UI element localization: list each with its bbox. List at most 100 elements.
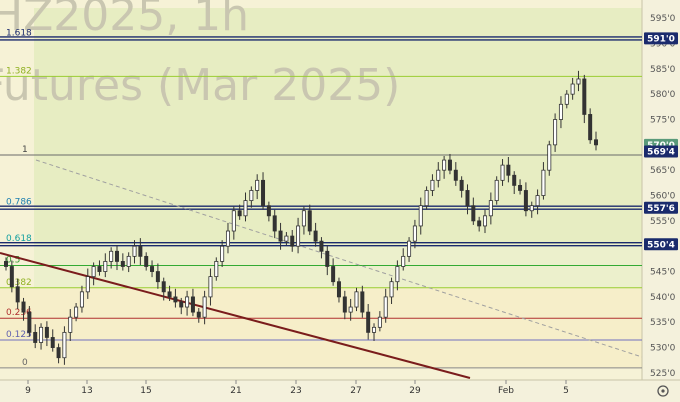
candle	[331, 258, 336, 286]
x-tick-label: Feb	[498, 386, 514, 396]
candle	[21, 297, 26, 321]
candle-body	[483, 215, 488, 227]
candle-body	[348, 306, 353, 313]
candle-body	[4, 261, 9, 267]
candle-body	[360, 291, 365, 313]
candle	[109, 247, 114, 269]
candle	[354, 287, 359, 312]
candle-body	[155, 271, 160, 283]
candle	[255, 174, 260, 200]
candle	[39, 323, 44, 350]
candle-body	[342, 296, 347, 313]
fib-level-label: 0	[22, 358, 28, 368]
candle	[558, 96, 563, 129]
price-tag-box	[644, 238, 678, 251]
candle	[372, 323, 377, 341]
fib-level-label: 1.382	[6, 66, 32, 76]
candle-body	[150, 266, 155, 272]
candle-body	[103, 261, 108, 272]
candle	[465, 184, 470, 215]
candle	[62, 326, 67, 365]
candle-body	[97, 266, 102, 272]
candle	[336, 277, 341, 303]
candle	[471, 197, 476, 225]
candle-body	[459, 179, 464, 191]
y-tick-label: 530'0	[650, 344, 676, 354]
candle-body	[313, 230, 318, 242]
x-tick-label: 9	[25, 386, 31, 396]
candle-body	[570, 83, 575, 95]
candle	[395, 260, 400, 291]
candle	[9, 260, 14, 293]
candle-body	[558, 103, 563, 120]
candle-body	[436, 169, 441, 181]
candle-body	[9, 266, 14, 288]
candle-body	[290, 235, 295, 247]
candle	[547, 140, 552, 176]
candle	[383, 288, 388, 323]
candle-body	[535, 195, 540, 207]
candle-body	[167, 291, 172, 298]
candle-body	[62, 331, 67, 359]
candle-body	[27, 311, 32, 333]
price-tag-box	[644, 145, 678, 158]
candle-body	[564, 93, 569, 105]
candle-body	[33, 331, 38, 343]
candle	[132, 240, 137, 264]
fib-zone-lower	[0, 287, 642, 368]
candle-body	[261, 179, 266, 207]
candle	[15, 278, 20, 310]
candle	[144, 252, 149, 271]
descending-trendline	[0, 252, 471, 379]
candle-body	[225, 230, 230, 247]
candle	[290, 230, 295, 252]
candle-body	[190, 296, 195, 313]
candle	[190, 288, 195, 317]
candle	[202, 290, 207, 325]
candle	[477, 216, 482, 232]
price-tag-box	[644, 32, 678, 45]
candle	[418, 197, 423, 235]
candle	[529, 201, 534, 218]
candle-body	[243, 200, 248, 217]
candle-body	[553, 119, 558, 146]
candle	[430, 174, 435, 197]
x-tick-label: 13	[81, 386, 92, 396]
candle-body	[56, 347, 61, 359]
candle	[483, 209, 488, 234]
candle	[214, 257, 219, 281]
price-tag-text: 591'0	[647, 35, 675, 45]
candle	[342, 290, 347, 320]
fib-level-label: 0.125	[6, 330, 32, 340]
candle	[459, 176, 464, 198]
price-tag: 557'6	[644, 201, 678, 214]
candle	[85, 268, 90, 299]
gear-icon-hub	[661, 389, 665, 393]
candle	[79, 285, 84, 313]
x-tick-label: 23	[290, 386, 301, 396]
candle	[103, 253, 108, 278]
candle	[4, 257, 9, 271]
y-tick-label: 535'0	[650, 318, 676, 328]
candle	[523, 182, 528, 217]
candle	[313, 222, 318, 247]
candle-body	[85, 276, 90, 293]
fib-level-label: 0.236	[6, 308, 32, 318]
candle	[506, 157, 511, 183]
candle	[208, 268, 213, 306]
candle	[325, 245, 330, 276]
candle	[442, 156, 447, 179]
candle	[167, 285, 172, 301]
candle	[389, 277, 394, 304]
candle-body	[582, 78, 587, 115]
candle-body	[594, 139, 599, 146]
candle	[185, 290, 190, 316]
candle-body	[523, 190, 528, 212]
candle	[412, 219, 417, 249]
candle-body	[208, 276, 213, 298]
y-tick-label: 585'0	[650, 65, 676, 75]
price-tag: 569'4	[644, 145, 678, 158]
candle-body	[354, 291, 359, 308]
candle-body	[231, 210, 236, 232]
